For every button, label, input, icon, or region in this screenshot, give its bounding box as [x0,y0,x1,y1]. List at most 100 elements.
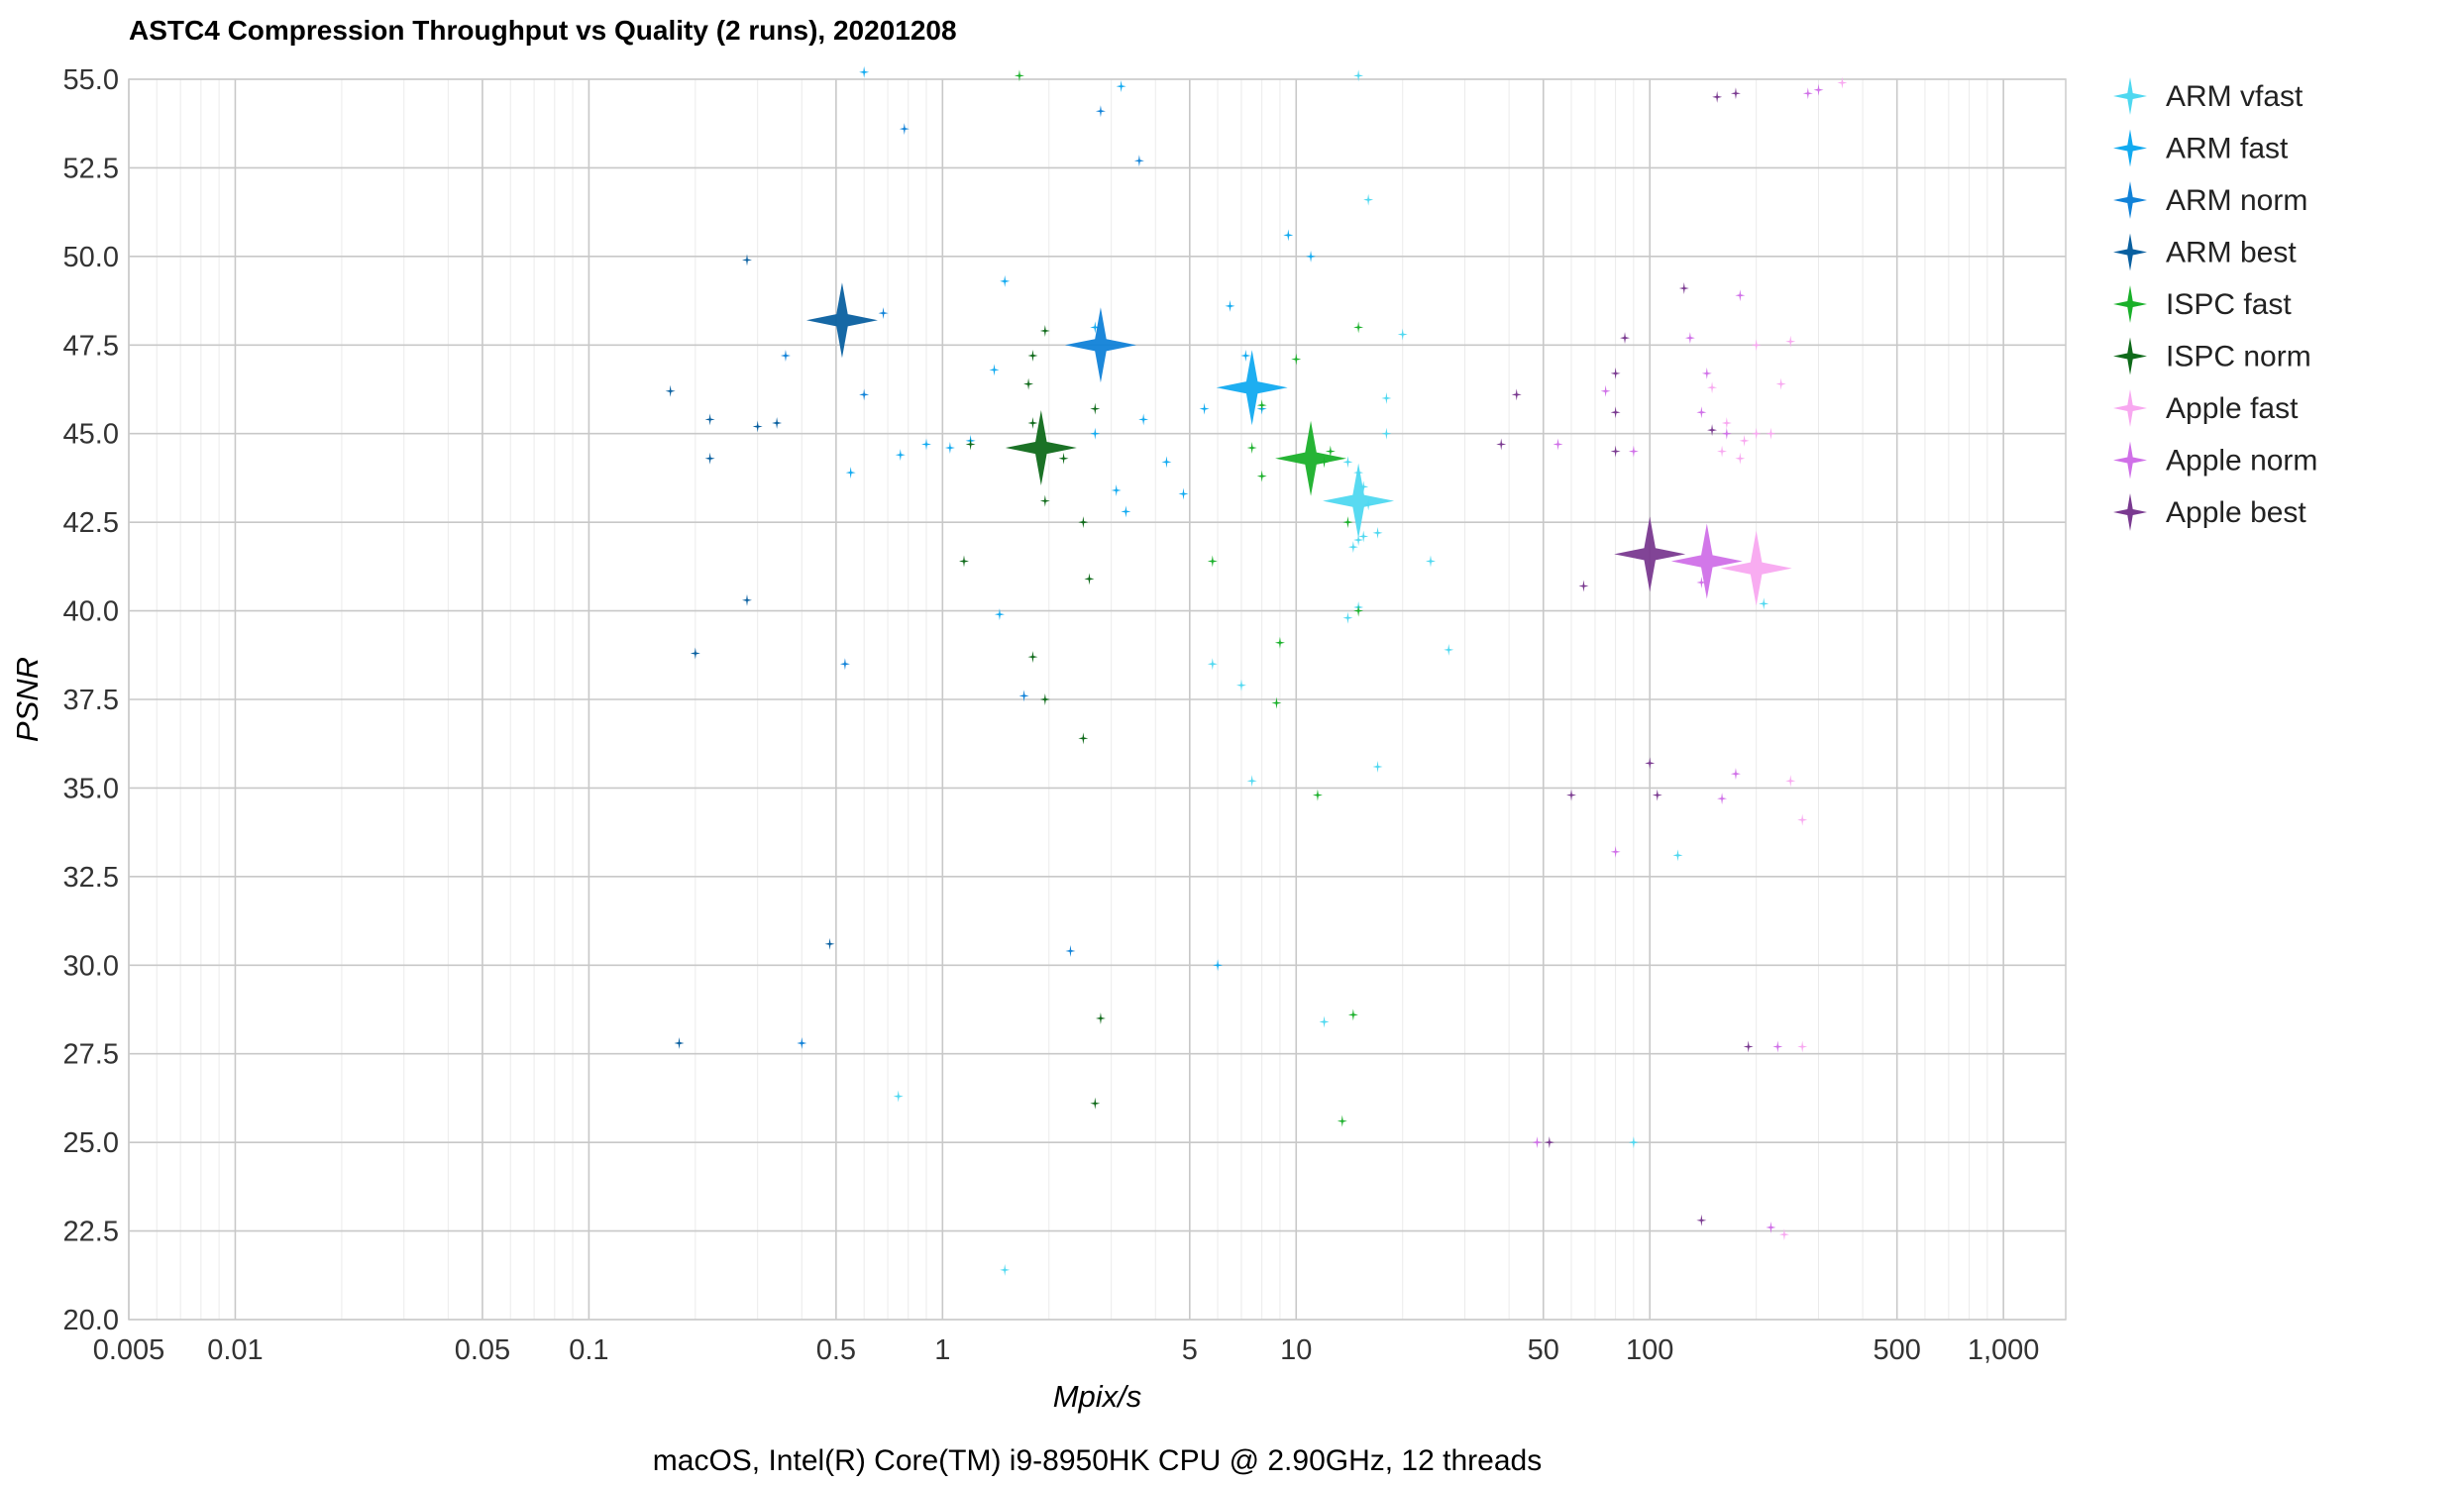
data-point [893,1090,904,1103]
data-point [824,937,835,950]
x-tick-label: 5 [1182,1334,1198,1366]
data-point [1766,427,1776,440]
legend-marker [2113,233,2147,271]
data-point [1553,438,1563,451]
data-point [1751,339,1762,352]
data-point [1578,580,1589,592]
series-mean-marker [1670,523,1743,599]
data-point [1027,651,1038,664]
data-point [1620,332,1631,345]
data-point [1325,445,1336,458]
data-point [1358,530,1369,543]
data-point [1743,1040,1754,1053]
data-point [1306,250,1317,263]
data-point [1274,636,1285,649]
data-point [1283,229,1294,242]
data-point [1347,541,1358,554]
y-tick-label: 52.5 [63,153,119,184]
legend: ARM vfast ARM fast ARM norm ARM best ISPC fa… [2113,77,2317,531]
data-point [1707,424,1718,437]
data-point [1342,516,1353,529]
data-point [1766,1221,1776,1233]
y-tick-label: 25.0 [63,1127,119,1159]
data-point [1600,384,1611,397]
legend-marker [2113,181,2147,219]
legend-marker [2113,285,2147,323]
data-point [1138,413,1149,426]
y-tick-label: 32.5 [63,862,119,894]
data-point [1785,335,1796,348]
data-point [878,307,889,320]
data-point [1712,90,1723,103]
data-point [1084,573,1095,585]
series-mean-marker [1720,530,1792,606]
data-point [1000,1263,1011,1276]
data-point [1785,775,1796,788]
legend-label: ARM fast [2166,133,2289,165]
legend-label: Apple norm [2166,445,2317,478]
legend-marker [2113,337,2147,375]
data-point [1701,367,1712,379]
series-mean-marker [805,282,878,359]
data-point [1837,76,1848,89]
data-point [1178,487,1189,500]
data-point [1111,483,1122,496]
data-point [958,555,969,568]
data-point [772,416,783,429]
data-point [1078,732,1089,745]
y-tick-label: 20.0 [63,1305,119,1336]
legend-marker [2113,441,2147,479]
data-point [1678,282,1689,295]
data-point [1353,321,1364,334]
plot-frame [128,78,2067,1321]
data-point [1372,526,1383,539]
data-point [1721,427,1732,440]
data-point [1696,576,1707,588]
data-point [1095,1011,1106,1024]
legend-item: ARM fast [2113,129,2289,167]
data-point [797,1036,807,1049]
data-point [1730,768,1741,781]
data-point [1645,757,1656,770]
data-point [1342,611,1353,624]
data-point [1751,427,1762,440]
data-point [1363,193,1374,206]
x-tick-label: 0.05 [455,1334,510,1366]
data-point [780,350,791,363]
data-point [1319,1015,1330,1028]
data-point [1347,1008,1358,1021]
data-point [839,658,850,671]
data-point [1090,1097,1101,1110]
data-point [1000,274,1011,287]
data-point [1511,388,1522,401]
x-tick-label: 10 [1280,1334,1312,1366]
legend-marker [2113,129,2147,167]
data-point [859,65,870,78]
data-point [1240,350,1251,363]
data-point [1039,693,1050,705]
legend-item: ISPC fast [2113,285,2292,323]
y-tick-label: 22.5 [63,1217,119,1248]
data-point [1813,83,1824,96]
data-point [1246,775,1257,788]
data-point [1735,452,1746,465]
data-point [1014,69,1024,82]
data-point [1337,1114,1347,1127]
data-point [1610,367,1621,379]
data-point [1717,445,1728,458]
legend-item: Apple norm [2113,441,2317,479]
chart-title: ASTC4 Compression Throughput vs Quality … [129,15,957,46]
legend-label: ARM vfast [2166,80,2303,113]
data-point [1271,696,1282,709]
data-point [1532,1136,1543,1149]
legend-label: ARM norm [2166,184,2307,217]
data-point [1610,406,1621,419]
series-mean-marker [1216,350,1288,426]
legend-label: ARM best [2166,237,2297,269]
y-tick-label: 27.5 [63,1039,119,1071]
data-point [1027,416,1038,429]
y-tick-label: 55.0 [63,64,119,96]
data-point [1797,813,1808,826]
data-point [1027,350,1038,363]
